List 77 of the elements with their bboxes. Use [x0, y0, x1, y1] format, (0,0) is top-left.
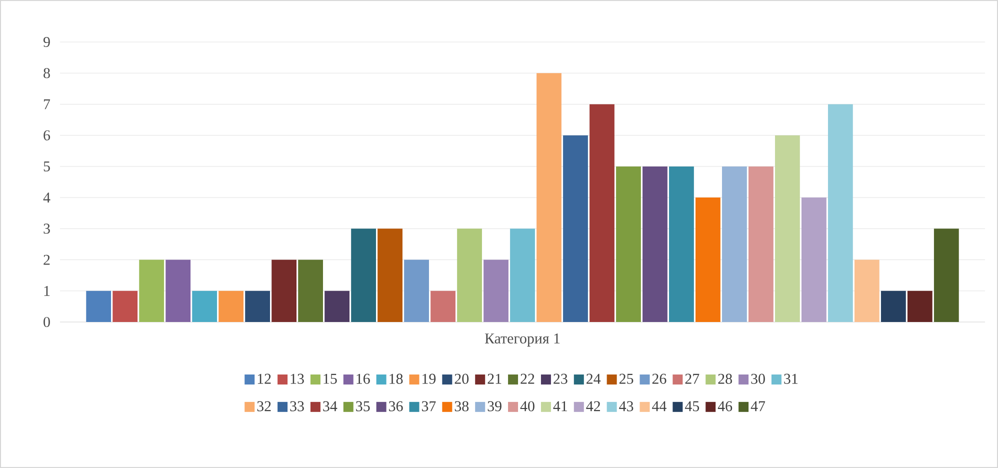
legend-label: 18: [390, 374, 403, 384]
bar: [112, 290, 138, 322]
bar: [880, 290, 906, 322]
legend-label: 34: [323, 401, 338, 412]
bar: [166, 260, 191, 322]
legend-label: 24: [586, 374, 601, 384]
bar: [536, 73, 562, 322]
bar: [404, 260, 429, 322]
legend-label: 36: [389, 401, 403, 412]
legend-label: 44: [652, 401, 666, 412]
legend-label: 27: [685, 374, 700, 384]
bar: [192, 290, 218, 322]
bar: [378, 228, 402, 322]
bar: [86, 290, 112, 322]
legend-label: 39: [488, 401, 502, 412]
legend-label: 23: [554, 374, 568, 384]
legend-label: 26: [652, 374, 666, 384]
legend-label: 12: [258, 374, 271, 384]
legend-label: 30: [751, 374, 765, 384]
bar: [748, 166, 774, 322]
bar: [801, 198, 826, 322]
bar: [298, 260, 323, 322]
y-tick-label: 5: [44, 161, 50, 172]
bar: [696, 198, 720, 322]
legend-label: 32: [257, 401, 271, 412]
bar: [934, 228, 959, 322]
bar: [590, 104, 614, 322]
legend-label: 41: [553, 401, 568, 412]
legend-label: 33: [290, 401, 304, 412]
y-tick-label: 9: [43, 36, 50, 48]
x-tick-label: Категория 1: [484, 334, 560, 347]
bar: [907, 290, 932, 322]
legend-label: 16: [356, 374, 370, 384]
bar: [324, 290, 350, 322]
y-tick-label: 2: [44, 254, 50, 265]
legend-label: 38: [454, 401, 469, 412]
bar: [510, 228, 535, 322]
legend-label: 40: [520, 401, 534, 412]
legend-label: 22: [520, 374, 534, 384]
y-tick-label: 3: [44, 224, 50, 234]
bar: [351, 228, 376, 322]
legend-label: 28: [718, 374, 732, 384]
legend-label: 19: [422, 374, 436, 384]
bar: [430, 290, 456, 322]
legend-label: 21: [488, 374, 502, 384]
y-tick-label: 4: [43, 192, 50, 202]
legend-label: 43: [619, 401, 634, 412]
bar: [139, 260, 164, 322]
bar: [616, 166, 641, 322]
legend-label: 31: [784, 374, 798, 384]
legend-label: 42: [586, 401, 600, 412]
legend-label: 25: [619, 374, 634, 384]
y-tick-label: 8: [44, 68, 50, 78]
legend-label: 20: [454, 374, 469, 384]
bar: [272, 260, 297, 322]
legend-label: 46: [718, 401, 732, 412]
legend-label: 45: [684, 401, 700, 412]
bar: [563, 135, 588, 322]
legend-label: 37: [422, 401, 436, 412]
legend-label: 35: [356, 401, 370, 412]
legend-label: 13: [290, 374, 304, 384]
bar: [775, 135, 800, 322]
bar: [218, 290, 244, 322]
bar: [722, 166, 747, 322]
bar: [457, 228, 482, 322]
bar: [245, 290, 270, 322]
y-tick-label: 7: [44, 99, 50, 110]
y-tick-label: 1: [44, 286, 50, 296]
y-tick-label: 6: [44, 130, 50, 140]
y-tick-label: 0: [44, 316, 50, 328]
bar: [854, 260, 880, 322]
bar: [484, 260, 508, 322]
bar: [669, 166, 694, 322]
legend-label: 15: [324, 374, 337, 384]
bar: [828, 104, 853, 322]
bar: [642, 166, 668, 322]
legend-label: 47: [750, 401, 766, 412]
